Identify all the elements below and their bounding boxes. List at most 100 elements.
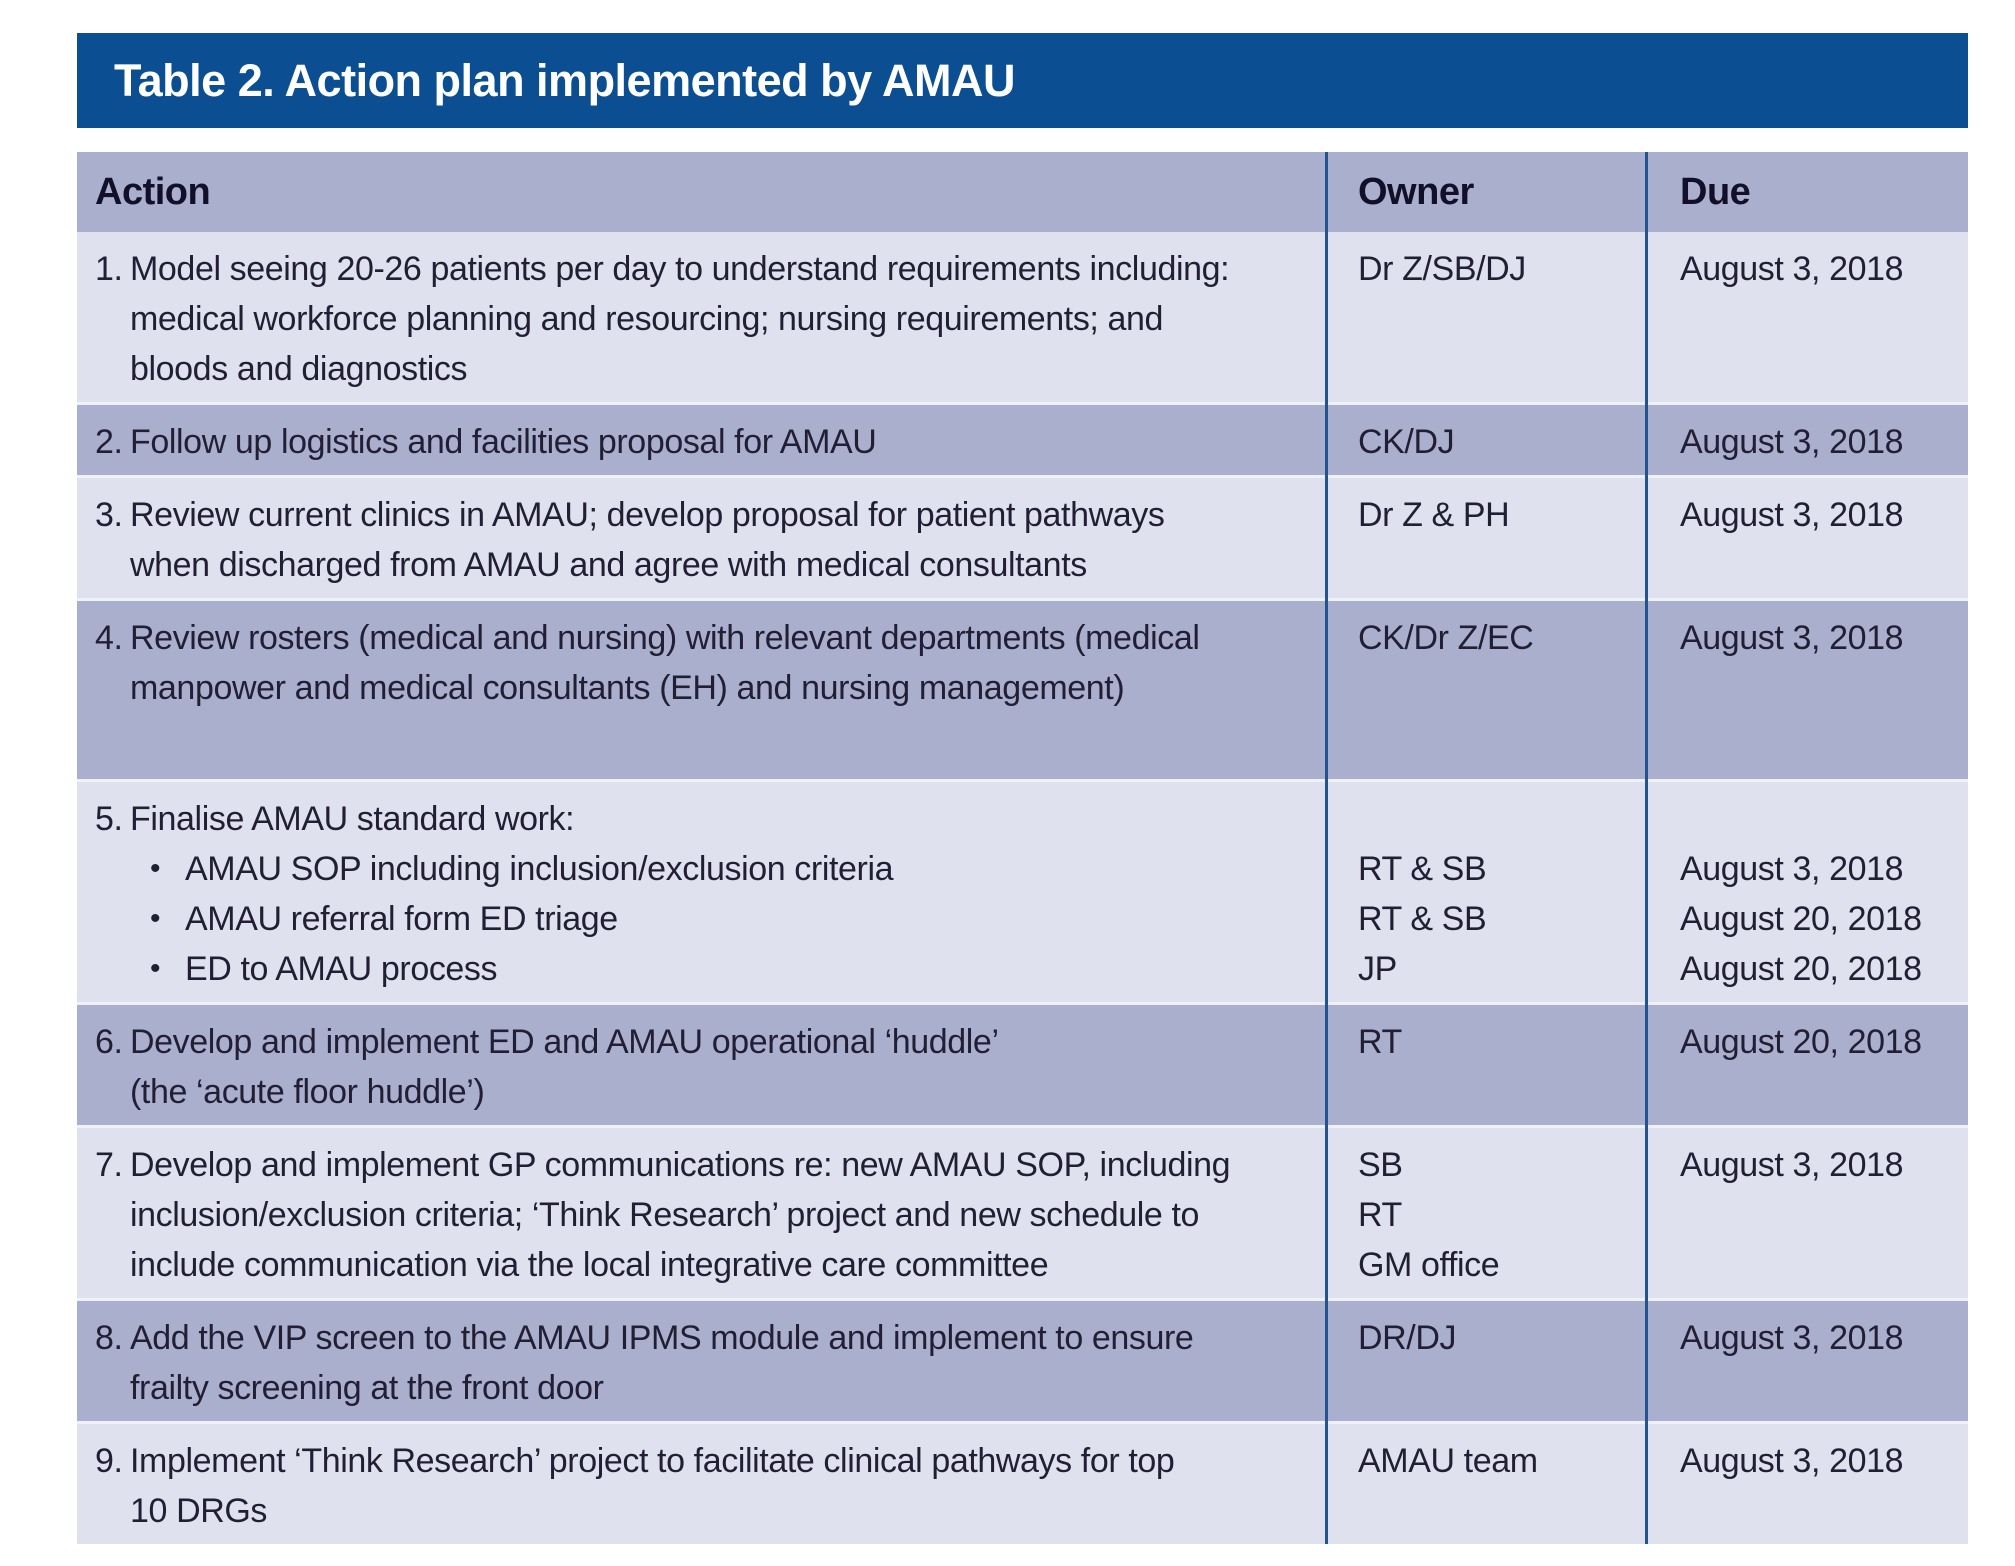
- bullet-icon: •: [150, 902, 161, 935]
- action-bullet-line: • AMAU SOP including inclusion/exclusion …: [95, 844, 1308, 894]
- owner-cell: Dr Z/SB/DJ: [1328, 232, 1648, 402]
- table-row: 8. Add the VIP screen to the AMAU IPMS mo…: [77, 1301, 1968, 1421]
- action-line: include communication via the local inte…: [130, 1246, 1049, 1284]
- table-row: 7. Develop and implement GP communication…: [77, 1128, 1968, 1298]
- action-text: Review current clinics in AMAU; develop …: [130, 496, 1165, 534]
- owner-line: RT: [1358, 1023, 1402, 1061]
- action-bullet-line: • ED to AMAU process: [95, 944, 1308, 994]
- action-line: medical workforce planning and resourcin…: [130, 300, 1164, 338]
- table-row: 4. Review rosters (medical and nursing) w…: [77, 601, 1968, 779]
- action-line: 2. Follow up logistics and facilities pro…: [95, 417, 1308, 467]
- due-line: August 3, 2018: [1680, 1442, 1904, 1480]
- table-title-bar: Table 2. Action plan implemented by AMAU: [77, 33, 1968, 128]
- owner-cell: DR/DJ: [1328, 1301, 1648, 1421]
- bullet-icon: •: [150, 852, 161, 885]
- action-cell: 3. Review current clinics in AMAU; develo…: [77, 478, 1328, 598]
- action-cell: 8. Add the VIP screen to the AMAU IPMS mo…: [77, 1301, 1328, 1421]
- table-row: 5. Finalise AMAU standard work: • AMAU SOP …: [77, 782, 1968, 1002]
- due-cell: August 3, 2018: [1648, 478, 1968, 598]
- action-text: AMAU SOP including inclusion/exclusion c…: [185, 850, 894, 888]
- action-line: frailty screening at the front door: [130, 1369, 604, 1407]
- action-line: when discharged from AMAU and agree with…: [130, 546, 1087, 584]
- owner-line: Dr Z & PH: [1358, 496, 1510, 534]
- due-line: August 20, 2018: [1680, 900, 1922, 938]
- action-line: 1. Model seeing 20-26 patients per day to…: [95, 244, 1308, 294]
- owner-line: SB: [1358, 1146, 1403, 1184]
- item-number: 9.: [95, 1442, 123, 1480]
- action-line: 3. Review current clinics in AMAU; develo…: [95, 490, 1308, 540]
- table-row: 9. Implement ‘Think Research’ project to …: [77, 1424, 1968, 1544]
- action-line: (the ‘acute floor huddle’): [130, 1073, 485, 1111]
- action-line: bloods and diagnostics: [130, 350, 468, 388]
- action-text: Review rosters (medical and nursing) wit…: [130, 619, 1200, 657]
- action-cell: 7. Develop and implement GP communication…: [77, 1128, 1328, 1298]
- table-body: 1. Model seeing 20-26 patients per day to…: [77, 232, 1968, 1544]
- action-bullet-line: • AMAU referral form ED triage: [95, 894, 1308, 944]
- action-line: 7. Develop and implement GP communication…: [95, 1140, 1308, 1190]
- table-figure: Table 2. Action plan implemented by AMAU…: [77, 33, 1968, 1544]
- due-cell: August 3, 2018: [1648, 232, 1968, 402]
- item-number: 8.: [95, 1319, 123, 1357]
- action-line: 10 DRGs: [130, 1492, 268, 1530]
- header-owner: Owner: [1358, 170, 1474, 213]
- action-text: Model seeing 20-26 patients per day to u…: [130, 250, 1230, 288]
- column-divider-owner-due: [1645, 152, 1648, 1544]
- action-text: Implement ‘Think Research’ project to fa…: [130, 1442, 1175, 1480]
- owner-line: Dr Z/SB/DJ: [1358, 250, 1526, 288]
- action-line: 4. Review rosters (medical and nursing) w…: [95, 613, 1308, 663]
- owner-cell: CK/DJ: [1328, 405, 1648, 475]
- owner-cell: AMAU team: [1328, 1424, 1648, 1544]
- due-line: August 3, 2018: [1680, 1319, 1904, 1357]
- due-line: August 3, 2018: [1680, 423, 1904, 461]
- due-cell: August 3, 2018: [1648, 1128, 1968, 1298]
- owner-cell: CK/Dr Z/EC: [1328, 601, 1648, 779]
- owner-line: GM office: [1358, 1246, 1500, 1284]
- item-number: 1.: [95, 250, 123, 288]
- action-cell: 6. Develop and implement ED and AMAU oper…: [77, 1005, 1328, 1125]
- due-line: August 20, 2018: [1680, 1023, 1922, 1061]
- owner-line: DR/DJ: [1358, 1319, 1457, 1357]
- owner-line: CK/DJ: [1358, 423, 1455, 461]
- action-text: AMAU referral form ED triage: [185, 900, 618, 938]
- action-line: manpower and medical consultants (EH) an…: [130, 669, 1125, 707]
- due-cell: August 20, 2018: [1648, 1005, 1968, 1125]
- action-line: inclusion/exclusion criteria; ‘Think Res…: [130, 1196, 1200, 1234]
- item-number: 6.: [95, 1023, 123, 1061]
- header-action: Action: [95, 170, 211, 213]
- owner-cell: RT: [1328, 1005, 1648, 1125]
- action-line: 9. Implement ‘Think Research’ project to …: [95, 1436, 1308, 1486]
- item-number: 4.: [95, 619, 123, 657]
- action-line: 5. Finalise AMAU standard work:: [95, 794, 1308, 844]
- due-line: August 3, 2018: [1680, 619, 1904, 657]
- item-number: 7.: [95, 1146, 123, 1184]
- owner-line: RT & SB: [1358, 900, 1487, 938]
- due-cell: August 3, 2018: [1648, 1301, 1968, 1421]
- due-line: August 3, 2018: [1680, 850, 1904, 888]
- owner-line: RT & SB: [1358, 850, 1487, 888]
- action-plan-table: Action Owner Due 1. Model seeing 20-26 pa…: [77, 152, 1968, 1544]
- action-cell: 5. Finalise AMAU standard work: • AMAU SOP …: [77, 782, 1328, 1002]
- column-divider-action-owner: [1325, 152, 1328, 1544]
- table-row: 1. Model seeing 20-26 patients per day to…: [77, 232, 1968, 402]
- action-text: Add the VIP screen to the AMAU IPMS modu…: [130, 1319, 1194, 1357]
- item-number: 5.: [95, 800, 123, 838]
- due-cell: August 3, 2018 August 20, 2018 August 20, …: [1648, 782, 1968, 1002]
- table-title: Table 2. Action plan implemented by AMAU: [114, 54, 1015, 106]
- owner-cell: Dr Z & PH: [1328, 478, 1648, 598]
- action-text: Follow up logistics and facilities propo…: [130, 423, 877, 461]
- action-text: Develop and implement GP communications …: [130, 1146, 1231, 1184]
- table-header-row: Action Owner Due: [77, 152, 1968, 232]
- item-number: 3.: [95, 496, 123, 534]
- due-line: August 3, 2018: [1680, 496, 1904, 534]
- header-due: Due: [1680, 170, 1751, 213]
- due-line: August 3, 2018: [1680, 250, 1904, 288]
- owner-line: JP: [1358, 950, 1397, 988]
- owner-cell: SB RT GM office: [1328, 1128, 1648, 1298]
- due-cell: August 3, 2018: [1648, 601, 1968, 779]
- owner-line: RT: [1358, 1196, 1402, 1234]
- table-row: 2. Follow up logistics and facilities pro…: [77, 405, 1968, 475]
- item-number: 2.: [95, 423, 123, 461]
- action-line: 8. Add the VIP screen to the AMAU IPMS mo…: [95, 1313, 1308, 1363]
- action-cell: 2. Follow up logistics and facilities pro…: [77, 405, 1328, 475]
